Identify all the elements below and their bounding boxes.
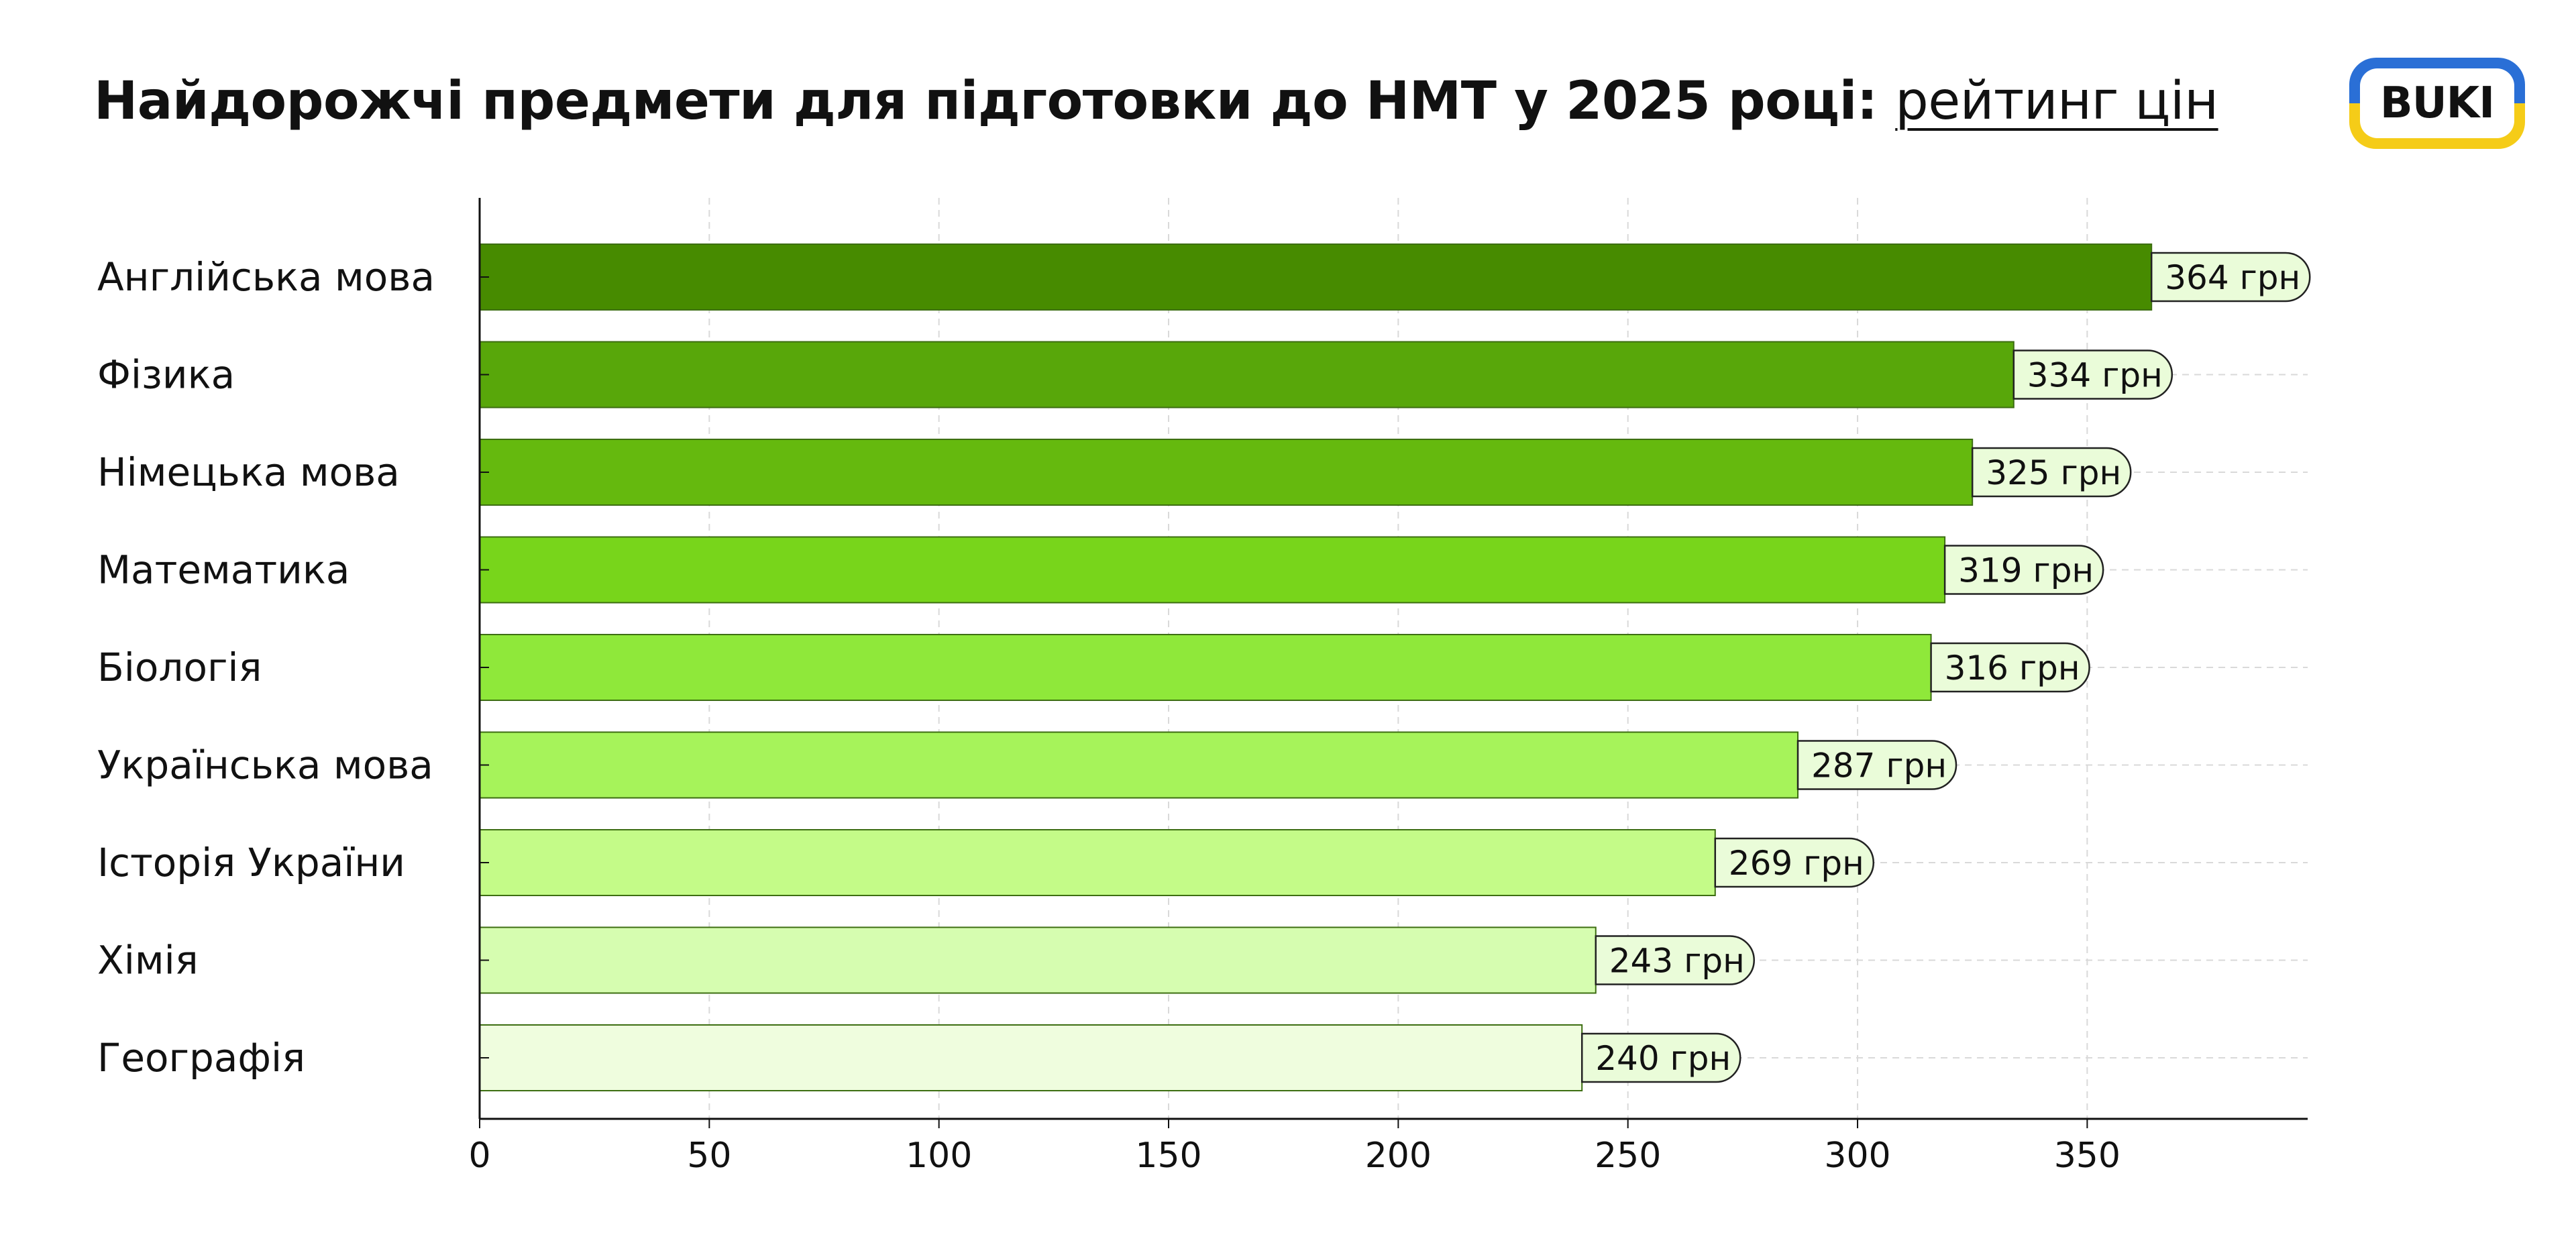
bar [479, 1024, 1583, 1091]
category-label: Географія [97, 1035, 305, 1081]
bar [479, 341, 2015, 408]
value-label: 364 грн [2165, 258, 2300, 297]
category-label: Біологія [97, 645, 262, 690]
value-label: 334 грн [2027, 356, 2163, 395]
value-label: 316 грн [1945, 649, 2080, 688]
bar [479, 536, 1946, 604]
bar [479, 829, 1716, 896]
logo-text: BUKI [2360, 68, 2514, 138]
chart-title-main: Найдорожчі предмети для підготовки до НМ… [94, 71, 1896, 131]
bars [479, 243, 2153, 1091]
category-labels: Англійська мова Фізика Німецька мова Матема… [97, 254, 435, 1081]
category-label: Німецька мова [97, 449, 400, 495]
bar [479, 731, 1799, 799]
chart-title-subtitle: рейтинг цін [1895, 71, 2218, 131]
bar [479, 243, 2153, 311]
x-tick-label: 100 [906, 1136, 972, 1176]
x-tick-label: 350 [2054, 1136, 2121, 1176]
value-label: 243 грн [1609, 942, 1745, 981]
value-label: 319 грн [1958, 551, 2094, 590]
bar [479, 634, 1932, 701]
value-label: 287 грн [1811, 747, 1947, 785]
bar [479, 926, 1597, 994]
x-tick-label: 150 [1135, 1136, 1201, 1176]
category-label: Математика [97, 547, 350, 593]
value-label: 325 грн [1986, 453, 2121, 492]
value-label: 269 грн [1729, 844, 1864, 883]
category-label: Фізика [97, 352, 235, 398]
bar [479, 439, 1974, 506]
value-label-pill [1714, 837, 1874, 888]
buki-logo[interactable]: BUKI [2349, 58, 2525, 149]
category-label: Хімія [97, 938, 199, 983]
axes: 0 50 100 150 200 250 300 350 [468, 198, 2308, 1176]
category-label: Англійська мова [97, 254, 435, 300]
value-label-pill [1930, 642, 2090, 693]
value-labels: 364 грн 334 грн 325 грн 319 грн 316 грн 287 г… [1580, 252, 2311, 1083]
x-tick-label: 250 [1595, 1136, 1661, 1176]
value-label-pill [2150, 252, 2311, 303]
x-tick-label: 300 [1824, 1136, 1890, 1176]
x-tick-label: 0 [468, 1136, 490, 1176]
value-label-pill [1796, 740, 1957, 790]
value-label-pill [1595, 935, 1755, 985]
category-label: Історія України [97, 840, 405, 885]
value-label-pill [2012, 349, 2173, 400]
category-label: Українська мова [97, 743, 433, 788]
value-label-pill [1943, 545, 2104, 595]
value-label: 240 грн [1595, 1039, 1731, 1078]
x-tick-label: 50 [687, 1136, 731, 1176]
value-label-pill [1971, 447, 2132, 498]
chart-title: Найдорожчі предмети для підготовки до НМ… [94, 75, 2218, 127]
value-label-pill [1580, 1032, 1741, 1083]
x-tick-label: 200 [1365, 1136, 1432, 1176]
